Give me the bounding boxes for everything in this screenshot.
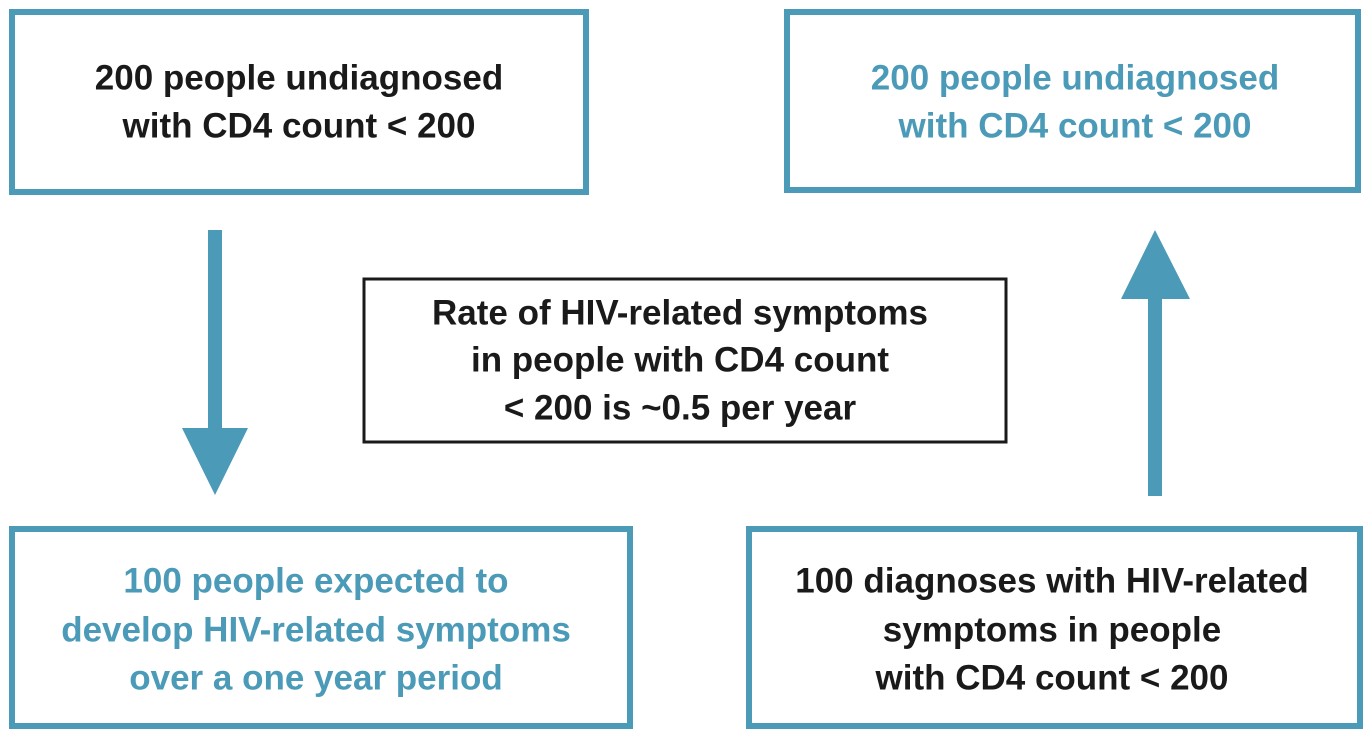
arrow-head (182, 428, 248, 495)
node-label: 100 diagnoses with HIV-related (795, 561, 1309, 600)
node-label: < 200 is ~0.5 per year (504, 388, 857, 427)
arrow-shaft (1148, 296, 1162, 496)
node-label: develop HIV-related symptoms (61, 610, 571, 649)
node-label: 200 people undiagnosed (95, 58, 503, 97)
node-label: 200 people undiagnosed (871, 58, 1279, 97)
box (746, 526, 1363, 729)
node-label: with CD4 count < 200 (122, 106, 476, 145)
node-label: Rate of HIV-related symptoms (432, 293, 928, 332)
box (9, 526, 633, 729)
arrow-head (1121, 230, 1190, 299)
box (362, 277, 1008, 444)
labels: 200 people undiagnosed with CD4 count < 2… (61, 58, 1309, 697)
node-label: with CD4 count < 200 (898, 106, 1252, 145)
box (784, 9, 1361, 193)
node-label: 100 people expected to (123, 561, 508, 600)
box (9, 9, 589, 195)
arrow-shaft (208, 230, 222, 430)
node-label: symptoms in people (883, 610, 1221, 649)
node-label: in people with CD4 count (471, 340, 889, 379)
node-label: with CD4 count < 200 (875, 658, 1229, 697)
node-label: over a one year period (129, 658, 502, 697)
